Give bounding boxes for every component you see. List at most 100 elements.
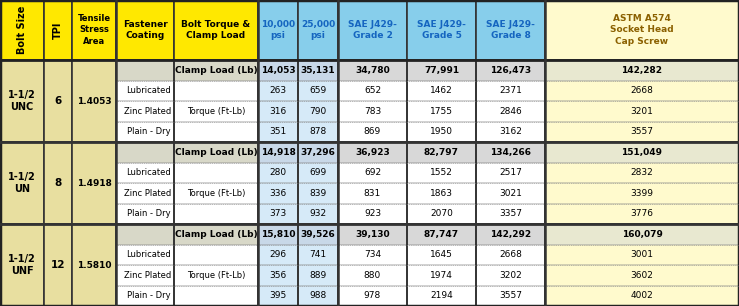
Text: 1645: 1645	[430, 250, 453, 259]
Bar	[545, 265, 739, 285]
Bar	[116, 142, 174, 162]
Bar	[258, 142, 298, 162]
Text: 1-1/2
UN: 1-1/2 UN	[8, 172, 36, 194]
Bar	[0, 60, 44, 142]
Bar	[174, 285, 258, 306]
Bar	[407, 203, 476, 224]
Text: 39,526: 39,526	[301, 230, 336, 239]
Bar	[545, 101, 739, 121]
Bar	[407, 183, 476, 203]
Text: 3776: 3776	[630, 209, 653, 218]
Bar	[258, 203, 298, 224]
Bar	[258, 224, 298, 306]
Bar	[298, 60, 338, 142]
Bar	[298, 60, 338, 80]
Bar	[338, 60, 407, 142]
Text: 35,131: 35,131	[301, 66, 336, 75]
Text: ASTM A574
Socket Head
Cap Screw: ASTM A574 Socket Head Cap Screw	[610, 14, 674, 46]
Text: 1974: 1974	[430, 271, 453, 280]
Bar	[338, 121, 407, 142]
Text: 3201: 3201	[630, 107, 653, 116]
Bar	[476, 285, 545, 306]
Bar	[338, 60, 407, 80]
Bar	[174, 60, 258, 142]
Text: 2668: 2668	[630, 86, 653, 95]
Text: Bolt Size: Bolt Size	[17, 6, 27, 54]
Bar	[258, 285, 298, 306]
Bar	[338, 80, 407, 101]
Bar	[545, 142, 739, 224]
Bar	[476, 224, 545, 244]
Bar	[298, 244, 338, 265]
Text: 652: 652	[364, 86, 381, 95]
Bar	[476, 80, 545, 101]
Bar	[174, 80, 258, 101]
Bar	[476, 244, 545, 265]
Text: 126,473: 126,473	[490, 66, 531, 75]
Bar	[298, 0, 338, 60]
Bar	[258, 162, 298, 183]
Bar	[116, 101, 174, 121]
Text: 659: 659	[310, 86, 327, 95]
Text: 1552: 1552	[430, 168, 453, 177]
Bar	[338, 224, 407, 244]
Bar	[258, 80, 298, 101]
Text: 3602: 3602	[630, 271, 653, 280]
Bar	[476, 142, 545, 162]
Bar	[44, 60, 72, 142]
Bar	[174, 0, 258, 60]
Bar	[338, 265, 407, 285]
Text: 142,282: 142,282	[621, 66, 662, 75]
Bar	[545, 203, 739, 224]
Bar	[338, 183, 407, 203]
Text: TPI: TPI	[53, 21, 63, 39]
Bar	[116, 60, 174, 80]
Text: 151,049: 151,049	[621, 148, 662, 157]
Bar	[298, 203, 338, 224]
Text: 12: 12	[51, 260, 65, 270]
Text: 2194: 2194	[430, 291, 453, 300]
Text: 932: 932	[310, 209, 327, 218]
Text: 692: 692	[364, 168, 381, 177]
Bar	[44, 224, 72, 306]
Text: 831: 831	[364, 189, 381, 198]
Bar	[116, 183, 174, 203]
Text: 790: 790	[310, 107, 327, 116]
Bar	[72, 60, 116, 142]
Bar	[476, 60, 545, 80]
Bar	[476, 60, 545, 142]
Bar	[116, 142, 174, 224]
Bar	[476, 101, 545, 121]
Text: 263: 263	[270, 86, 287, 95]
Text: 1-1/2
UNC: 1-1/2 UNC	[8, 90, 36, 112]
Text: 741: 741	[310, 250, 327, 259]
Text: SAE J429-
Grade 8: SAE J429- Grade 8	[486, 20, 535, 40]
Text: 869: 869	[364, 127, 381, 136]
Text: 1462: 1462	[430, 86, 453, 95]
Text: Torque (Ft-Lb): Torque (Ft-Lb)	[187, 189, 245, 198]
Bar	[258, 121, 298, 142]
Bar	[0, 224, 44, 306]
Text: Zinc Plated: Zinc Plated	[123, 107, 171, 116]
Text: 87,747: 87,747	[424, 230, 459, 239]
Text: 3399: 3399	[630, 189, 653, 198]
Text: 839: 839	[310, 189, 327, 198]
Text: 2517: 2517	[499, 168, 522, 177]
Text: 336: 336	[270, 189, 287, 198]
Bar	[545, 121, 739, 142]
Bar	[174, 224, 258, 306]
Text: 34,780: 34,780	[355, 66, 390, 75]
Text: Plain - Dry: Plain - Dry	[127, 291, 171, 300]
Bar	[72, 0, 116, 60]
Text: 82,797: 82,797	[424, 148, 459, 157]
Bar	[174, 162, 258, 183]
Text: 351: 351	[270, 127, 287, 136]
Bar	[545, 0, 739, 60]
Text: 1-1/2
UNF: 1-1/2 UNF	[8, 254, 36, 276]
Bar	[72, 142, 116, 224]
Text: Torque (Ft-Lb): Torque (Ft-Lb)	[187, 271, 245, 280]
Bar	[116, 0, 174, 60]
Bar	[174, 244, 258, 265]
Text: 2668: 2668	[499, 250, 522, 259]
Bar	[258, 60, 298, 142]
